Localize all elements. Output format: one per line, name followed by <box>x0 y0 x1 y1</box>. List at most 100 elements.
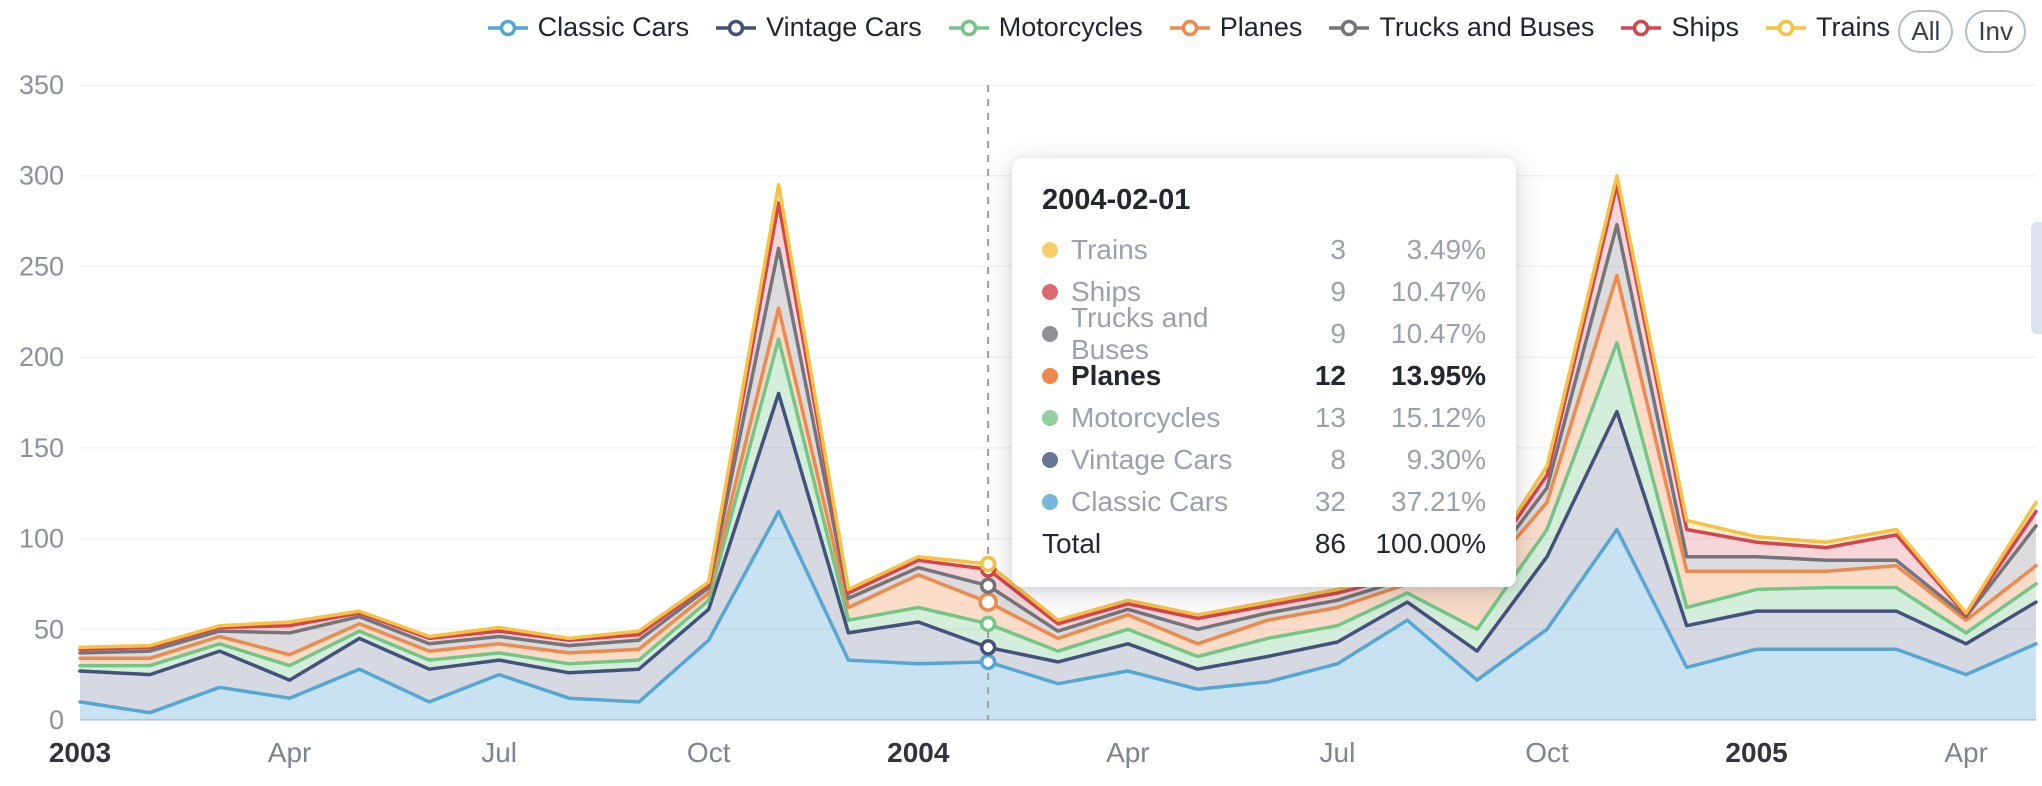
legend-item-vintage-cars[interactable]: Vintage Cars <box>715 12 922 43</box>
series-dot-icon <box>1042 410 1058 426</box>
legend-item-label: Ships <box>1671 12 1739 42</box>
legend-item-label: Vintage Cars <box>766 12 922 42</box>
series-dot-icon <box>1042 284 1058 300</box>
x-axis-label: Apr <box>1106 737 1150 768</box>
tooltip-series-value: 12 <box>1314 360 1346 391</box>
tooltip-row-trucks-and-buses: Trucks and Buses 9 10.47% <box>1042 302 1486 365</box>
legend-button-all[interactable]: All <box>1898 10 1954 54</box>
series-dot-icon <box>1042 494 1058 510</box>
tooltip-rows: Trains 3 3.49% Ships 9 10.47% Trucks and Buses… <box>1042 229 1486 565</box>
legend-item-label: Trucks and Buses <box>1379 12 1595 42</box>
legend-item-planes[interactable]: Planes <box>1169 12 1303 43</box>
tooltip-series-value: 8 <box>1330 444 1346 475</box>
x-axis-label: Apr <box>1944 737 1988 768</box>
series-dot-icon <box>1042 242 1058 258</box>
x-axis-label: Jul <box>1320 737 1356 768</box>
x-axis-label: 2003 <box>49 737 111 768</box>
tooltip-row-motorcycles: Motorcycles 13 15.12% <box>1042 397 1486 439</box>
y-axis-label: 350 <box>19 70 64 100</box>
tooltip-series-name: Vintage Cars <box>1071 444 1233 475</box>
legend-item-classic-cars[interactable]: Classic Cars <box>487 12 690 43</box>
y-axis-label: 200 <box>19 342 64 372</box>
legend-line-circle-icon <box>716 19 757 36</box>
line-planes <box>78 273 2038 661</box>
tooltip-series-name: Planes <box>1071 360 1162 391</box>
hover-marker-planes <box>978 592 998 612</box>
line-trucks-and-buses <box>78 222 2038 655</box>
hover-marker-trains <box>979 555 997 573</box>
legend-item-label: Classic Cars <box>537 12 690 42</box>
legend-button-inv[interactable]: Inv <box>1965 10 2026 54</box>
legend-buttons: All Inv <box>1898 10 2026 54</box>
tooltip-series-percent: 100.00% <box>1375 528 1486 559</box>
legend-item-motorcycles[interactable]: Motorcycles <box>948 12 1143 43</box>
legend-item-ships[interactable]: Ships <box>1620 12 1739 43</box>
hover-marker-motorcycles <box>979 615 997 633</box>
legend-line-circle-icon <box>1169 19 1210 36</box>
scrollbar-thumb[interactable] <box>2031 222 2042 334</box>
tooltip-series-percent: 3.49% <box>1406 234 1486 265</box>
legend-item-trains[interactable]: Trains <box>1765 12 1890 43</box>
tooltip-series-name: Trucks and Buses <box>1071 302 1209 365</box>
y-axis-label: 0 <box>49 705 64 735</box>
x-axis-label: Oct <box>1525 737 1569 768</box>
tooltip: 2004-02-01 Trains 3 3.49% Ships 9 10.47% Truck… <box>1012 158 1516 587</box>
series-dot-icon <box>1042 326 1058 342</box>
legend-item-label: Trains <box>1815 12 1890 42</box>
tooltip-series-percent: 13.95% <box>1391 360 1486 391</box>
legend-item-label: Planes <box>1219 12 1303 42</box>
x-axis-label: Jul <box>481 737 517 768</box>
tooltip-row-classic-cars: Classic Cars 32 37.21% <box>1042 481 1486 523</box>
line-ships <box>78 183 2038 651</box>
legend-line-circle-icon <box>948 19 989 36</box>
tooltip-series-value: 32 <box>1314 486 1346 517</box>
x-axis-label: Apr <box>268 737 312 768</box>
legend-line-circle-icon <box>1765 19 1806 36</box>
y-axis-label: 250 <box>19 251 64 281</box>
tooltip-series-name: Classic Cars <box>1071 486 1229 517</box>
tooltip-series-percent: 15.12% <box>1391 402 1486 433</box>
x-axis-label: Oct <box>687 737 731 768</box>
tooltip-date: 2004-02-01 <box>1042 184 1191 216</box>
line-classic-cars <box>78 509 2038 715</box>
tooltip-series-value: 86 <box>1314 528 1346 559</box>
legend-line-circle-icon <box>1621 19 1662 36</box>
tooltip-series-percent: 10.47% <box>1391 318 1486 349</box>
legend: Classic Cars Vintage Cars Motorcycles Plane… <box>487 12 1890 43</box>
series-dot-icon <box>1042 368 1058 384</box>
x-axis-label: 2005 <box>1725 737 1787 768</box>
tooltip-series-percent: 37.21% <box>1391 486 1486 517</box>
y-axis-label: 300 <box>19 161 64 191</box>
line-vintage-cars <box>78 391 2038 682</box>
y-axis-label: 50 <box>34 614 64 644</box>
hover-marker-trucks-and-buses <box>979 577 997 594</box>
legend-line-circle-icon <box>487 19 528 36</box>
series-dot-icon <box>1042 452 1058 468</box>
hover-marker-vintage-cars <box>979 639 997 656</box>
tooltip-row-trains: Trains 3 3.49% <box>1042 229 1486 271</box>
area-vintage-cars <box>80 393 2036 713</box>
legend-item-label: Motorcycles <box>998 12 1143 42</box>
y-axis-label: 100 <box>19 524 64 554</box>
tooltip-series-percent: 10.47% <box>1391 276 1486 307</box>
tooltip-row-planes: Planes 12 13.95% <box>1042 355 1486 397</box>
tooltip-series-value: 9 <box>1330 318 1346 349</box>
tooltip-series-name: Total <box>1042 528 1102 559</box>
tooltip-series-percent: 9.30% <box>1406 444 1486 475</box>
legend-item-trucks-and-buses[interactable]: Trucks and Buses <box>1328 12 1594 43</box>
x-axis-label: 2004 <box>887 737 950 768</box>
tooltip-series-value: 3 <box>1330 234 1346 265</box>
tooltip-row-vintage-cars: Vintage Cars 8 9.30% <box>1042 439 1486 481</box>
tooltip-series-name: Trains <box>1071 234 1148 265</box>
tooltip-series-name: Motorcycles <box>1071 402 1221 433</box>
legend-line-circle-icon <box>1329 19 1370 36</box>
hover-marker-classic-cars <box>979 653 997 671</box>
tooltip-row-total: Total 86 100.00% <box>1042 523 1486 565</box>
tooltip-series-name: Ships <box>1071 276 1142 307</box>
tooltip-series-value: 13 <box>1314 402 1346 433</box>
y-axis-label: 150 <box>19 433 64 463</box>
line-motorcycles <box>78 337 2038 668</box>
tooltip-series-value: 9 <box>1330 276 1346 307</box>
area-classic-cars <box>80 511 2036 720</box>
